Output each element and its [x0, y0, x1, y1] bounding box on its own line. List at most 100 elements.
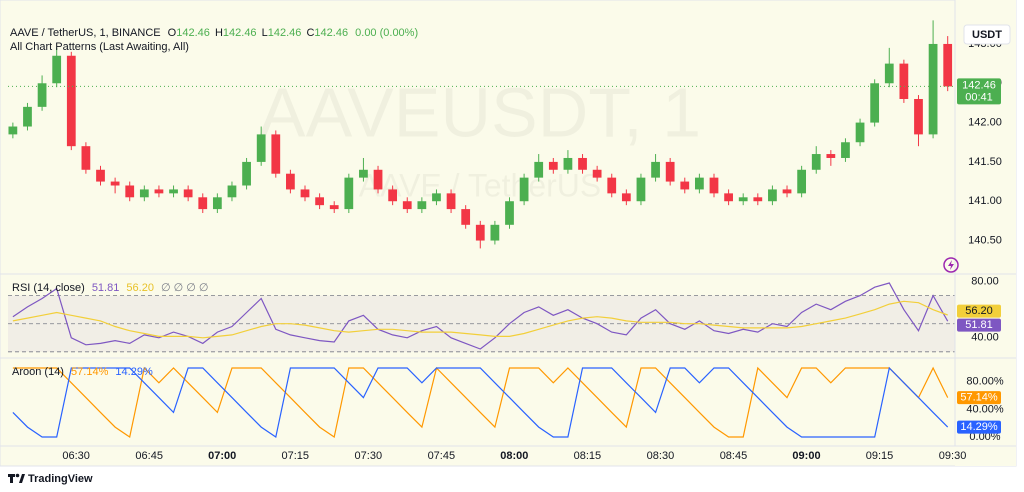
candle-body: [826, 154, 836, 158]
ohlc-change: 0.00 (0.00%): [355, 27, 418, 39]
candle-body: [388, 189, 398, 202]
x-tick-label: 08:15: [574, 450, 602, 462]
candle-body: [899, 63, 909, 99]
ohlc-label: O: [168, 27, 177, 39]
pattern-indicator: All Chart Patterns (Last Awaiting, All): [10, 41, 189, 53]
ohlc-label: H: [215, 27, 223, 39]
ohlc-value: 142.46: [268, 27, 302, 39]
last-value-box: [957, 304, 1001, 318]
logo-part[interactable]: [15, 473, 20, 478]
last-value: 14.29%: [960, 421, 998, 433]
logo-part[interactable]: [10, 474, 13, 483]
alert-circle[interactable]: [943, 257, 959, 273]
candle-body: [490, 224, 500, 241]
logo-part[interactable]: [19, 474, 25, 483]
indicator-line: [12, 282, 949, 350]
y-tick-label: 0.00%: [969, 431, 1000, 443]
aroon-up-value: 57.14%: [71, 366, 109, 378]
currency[interactable]: USDT: [972, 29, 1002, 41]
currency-box[interactable]: [963, 24, 1011, 45]
y-tick-label: 80.00%: [966, 376, 1004, 388]
candle-body: [66, 55, 76, 147]
candle-body: [461, 209, 471, 225]
candle-body: [344, 177, 354, 210]
countdown: 00:41: [965, 91, 993, 103]
watermark: AAVEUSDT, 1: [259, 73, 701, 151]
y-tick-label: 140.50: [968, 234, 1002, 246]
candle-body: [125, 185, 135, 198]
watermark-sub: AAVE / TetherUS: [359, 167, 601, 203]
candle-body: [680, 181, 690, 190]
symbol-title: AAVE / TetherUS, 1, BINANCE: [10, 27, 161, 39]
ohlc-value: 142.46: [223, 27, 257, 39]
alert-bolt[interactable]: [948, 260, 954, 270]
candle-body: [256, 134, 266, 162]
brand-logo[interactable]: [8, 473, 25, 483]
plot-area: [8, 20, 955, 438]
candle-body: [841, 142, 850, 158]
last-value: 56.20: [965, 305, 993, 317]
candle-body: [417, 201, 427, 210]
candle-body: [782, 189, 792, 194]
aroon-header: Aroon (14) 57.14% 14.29%: [12, 366, 153, 378]
x-tick-label: 09:00: [792, 450, 820, 462]
candle-body: [286, 173, 295, 190]
candle-body: [402, 201, 412, 210]
candle-body: [797, 169, 807, 194]
y-tick-label: 141.00: [968, 195, 1002, 207]
candle-body: [695, 177, 704, 190]
candle-body: [914, 98, 923, 135]
ohlc-value: 142.46: [176, 27, 210, 39]
x-tick-label: 08:45: [720, 450, 748, 462]
last-price-box: [957, 78, 1001, 105]
candle-body: [519, 177, 529, 202]
y-tick-label: 141.50: [968, 156, 1002, 168]
last-price: 142.46: [962, 79, 996, 91]
candle-body: [300, 189, 310, 198]
x-tick-label: 07:30: [355, 450, 383, 462]
candle-body: [446, 193, 456, 210]
candle-body: [154, 189, 164, 194]
candle-body: [37, 83, 47, 107]
rsi-header: RSI (14, close) 51.81 56.20 ∅ ∅ ∅ ∅: [12, 282, 209, 294]
alert-icon[interactable]: [943, 257, 959, 273]
candle-body: [96, 169, 105, 182]
x-tick-label: 08:30: [647, 450, 675, 462]
candle-body: [432, 193, 441, 202]
candle-body: [651, 161, 660, 178]
x-tick-label: 09:15: [866, 450, 894, 462]
candle-body: [329, 205, 339, 210]
rsi-value: 51.81: [92, 282, 120, 294]
candle-body: [855, 122, 865, 143]
rsi-title: RSI (14, close): [12, 282, 85, 294]
candle-body: [607, 177, 617, 194]
ohlc-label: C: [306, 27, 314, 39]
candle-body: [315, 197, 324, 206]
x-tick-label: 08:00: [500, 450, 528, 462]
y-tick-label: 142.00: [968, 116, 1002, 128]
candle-body: [724, 193, 733, 202]
candle-body: [621, 193, 631, 202]
candle-body: [943, 43, 953, 87]
candle-body: [359, 169, 368, 178]
ohlc-value: 142.46: [314, 27, 348, 39]
indicator-line: [12, 366, 949, 438]
indicator-line: [12, 300, 948, 339]
x-tick-label: 06:30: [62, 450, 90, 462]
candle-body: [578, 157, 587, 170]
aroon-down-value: 14.29%: [115, 366, 153, 378]
candle-body: [139, 189, 149, 198]
last-value: 57.14%: [960, 391, 998, 403]
chart-background: [0, 0, 1017, 467]
candle-body: [928, 43, 938, 135]
candle-body: [563, 157, 573, 170]
candle-body: [212, 197, 222, 210]
brand[interactable]: TradingView: [28, 473, 93, 485]
candle-body: [81, 146, 91, 170]
candle-body: [884, 63, 894, 84]
rsi-ma-value: 56.20: [126, 282, 154, 294]
candle-body: [768, 189, 777, 202]
candle-body: [198, 197, 208, 210]
candle-body: [23, 106, 32, 127]
x-tick-label: 09:30: [939, 450, 967, 462]
